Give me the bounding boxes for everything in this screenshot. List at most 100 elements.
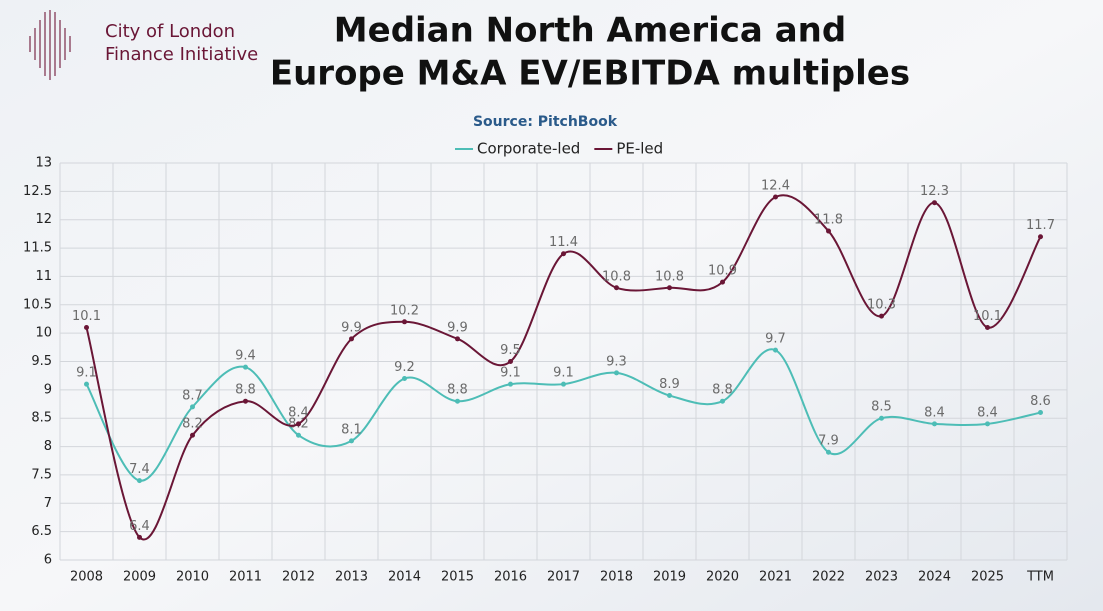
data-label: 10.8: [602, 269, 631, 284]
x-tick-label: 2023: [865, 570, 898, 585]
data-point: [84, 381, 89, 387]
data-point: [667, 393, 672, 399]
data-point: [773, 347, 778, 353]
data-label: 10.1: [973, 309, 1002, 324]
data-label: 9.1: [500, 366, 521, 381]
data-label: 8.7: [182, 388, 203, 403]
y-tick-label: 9.5: [31, 354, 52, 369]
data-label: 8.8: [712, 383, 733, 398]
y-tick-label: 11: [35, 269, 52, 284]
data-label: 10.9: [708, 264, 737, 279]
data-label: 9.2: [394, 360, 415, 375]
data-label: 9.4: [235, 349, 256, 364]
data-label: 8.4: [924, 405, 945, 420]
data-label: 11.4: [549, 235, 578, 250]
y-tick-label: 11.5: [23, 241, 52, 256]
x-tick-label: 2014: [388, 570, 421, 585]
x-tick-label: 2018: [600, 570, 633, 585]
data-point: [985, 421, 990, 427]
x-tick-label: 2021: [759, 570, 792, 585]
data-label: 8.8: [447, 383, 468, 398]
y-tick-label: 9: [44, 382, 52, 397]
data-label: 11.7: [1026, 218, 1055, 233]
y-tick-label: 12: [35, 212, 52, 227]
legend-label: Corporate-led: [477, 140, 580, 158]
data-point: [720, 279, 725, 285]
data-label: 8.5: [871, 400, 892, 415]
data-point: [1038, 410, 1043, 416]
y-tick-label: 6: [44, 553, 52, 568]
x-tick-label: 2012: [282, 570, 315, 585]
y-tick-label: 8.5: [31, 411, 52, 426]
x-tick-label: 2016: [494, 570, 527, 585]
data-point: [349, 438, 354, 444]
data-point: [296, 432, 301, 438]
x-tick-label: TTM: [1026, 570, 1054, 585]
data-point: [243, 398, 248, 404]
x-tick-label: 2020: [706, 570, 739, 585]
data-point: [932, 421, 937, 427]
data-label: 9.9: [447, 320, 468, 335]
brand-line: Finance Initiative: [105, 44, 258, 65]
data-label: 8.4: [977, 405, 998, 420]
data-point: [826, 449, 831, 455]
series-line: [85, 348, 1041, 482]
x-tick-label: 2011: [229, 570, 262, 585]
data-point: [455, 398, 460, 404]
logo: [29, 10, 71, 80]
data-point: [879, 313, 884, 319]
data-point: [137, 478, 142, 484]
data-point: [402, 376, 407, 382]
x-tick-label: 2024: [918, 570, 951, 585]
data-point: [455, 336, 460, 342]
data-label: 10.2: [390, 303, 419, 318]
x-tick-label: 2017: [547, 570, 580, 585]
data-label: 9.3: [606, 354, 627, 369]
data-label: 7.4: [129, 462, 150, 477]
data-point: [720, 398, 725, 404]
data-point: [84, 324, 89, 330]
data-point: [296, 421, 301, 427]
y-tick-label: 6.5: [31, 524, 52, 539]
data-label: 8.1: [341, 422, 362, 437]
data-point: [137, 534, 142, 540]
data-point: [932, 200, 937, 206]
data-label: 9.5: [500, 343, 521, 358]
data-label: 10.1: [72, 309, 101, 324]
y-tick-label: 8: [44, 439, 52, 454]
y-tick-label: 13: [35, 156, 52, 171]
y-tick-label: 12.5: [23, 184, 52, 199]
data-label: 12.4: [761, 179, 790, 194]
chart-title: Median North America and: [334, 11, 846, 51]
data-label: 6.4: [129, 519, 150, 534]
data-point: [190, 432, 195, 438]
data-label: 9.1: [553, 366, 574, 381]
data-label: 10.3: [867, 298, 896, 313]
chart-title: Europe M&A EV/EBITDA multiples: [270, 54, 910, 94]
data-label: 8.2: [182, 417, 203, 432]
data-point: [561, 251, 566, 257]
data-point: [773, 194, 778, 200]
data-label: 9.9: [341, 320, 362, 335]
data-point: [243, 364, 248, 370]
chart-subtitle: Source: PitchBook: [473, 114, 618, 130]
y-tick-label: 7: [44, 496, 52, 511]
data-label: 7.9: [818, 434, 839, 449]
y-tick-label: 7.5: [31, 467, 52, 482]
x-tick-label: 2010: [176, 570, 209, 585]
data-label: 9.7: [765, 332, 786, 347]
data-point: [508, 359, 513, 364]
data-point: [190, 404, 195, 410]
data-point: [826, 228, 831, 234]
x-tick-label: 2025: [971, 570, 1004, 585]
data-point: [614, 370, 619, 376]
data-point: [508, 381, 513, 387]
data-label: 8.9: [659, 377, 680, 392]
data-point: [667, 285, 672, 291]
x-tick-label: 2015: [441, 570, 474, 585]
x-tick-label: 2008: [70, 570, 103, 585]
x-tick-label: 2009: [123, 570, 156, 585]
data-point: [985, 324, 990, 330]
data-label: 8.8: [235, 383, 256, 398]
